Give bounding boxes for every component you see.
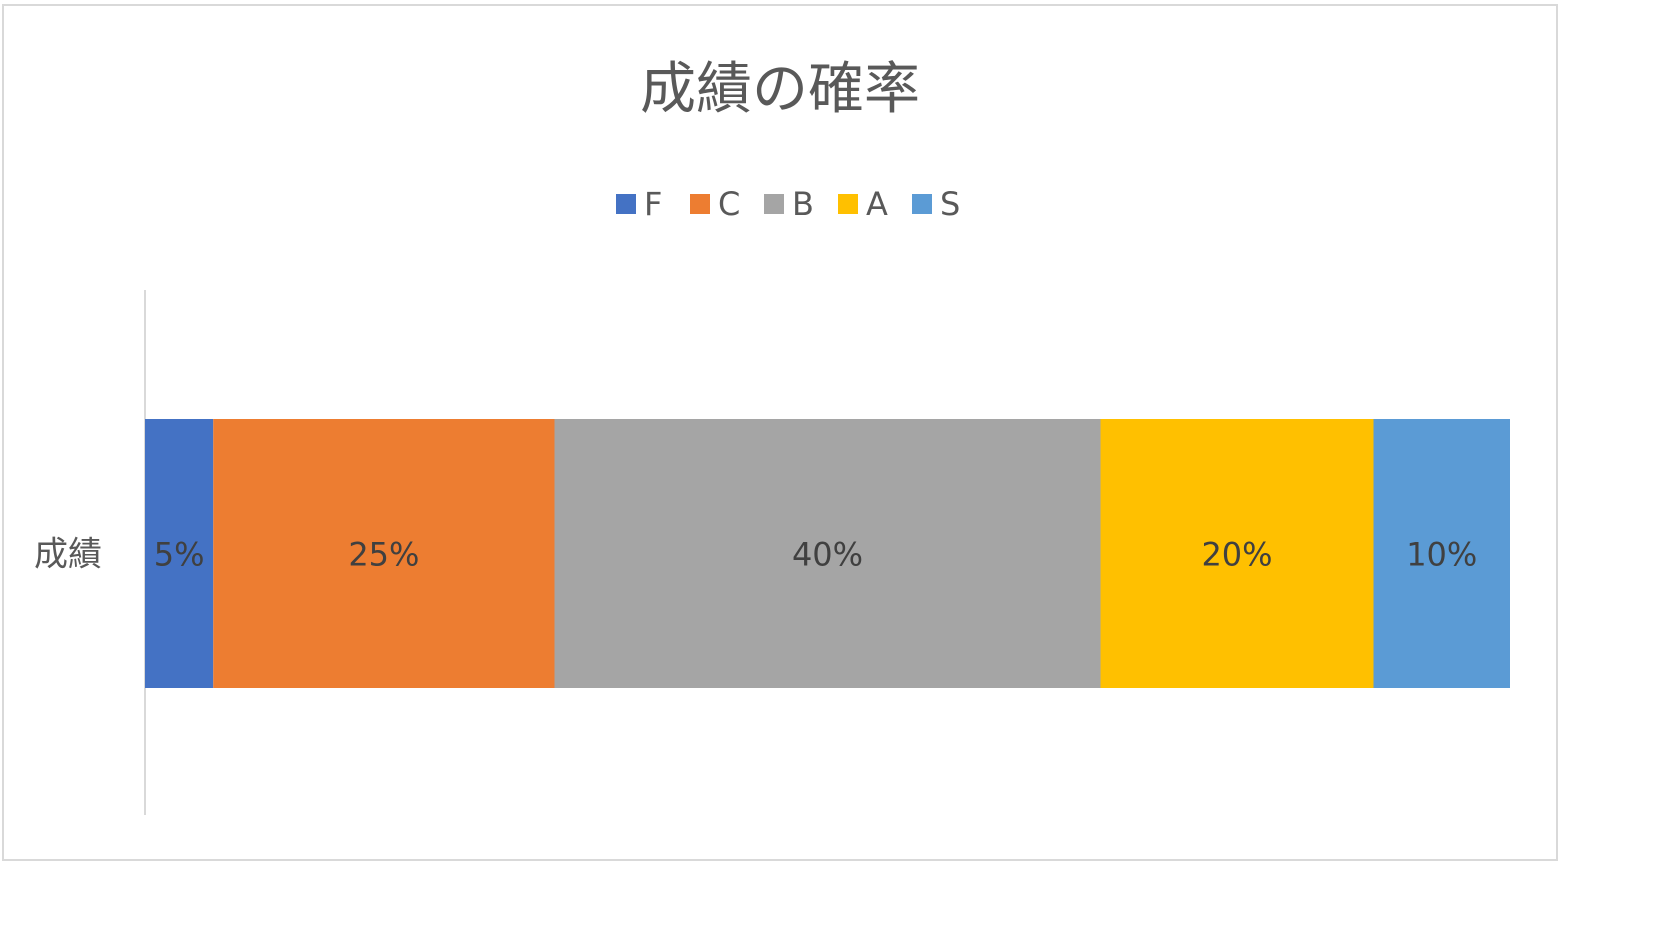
bar-segment-a [1100,419,1374,688]
category-label: 成績 [34,535,102,575]
legend-label-s: S [940,185,960,223]
category-labels: 成績 [34,535,102,575]
data-label-c: 25% [348,536,419,574]
legend-swatch-c [690,194,710,214]
bar-segment-s [1373,419,1510,688]
legend-swatch-b [764,194,784,214]
bar-segment-b [554,419,1101,688]
legend-label-f: F [644,185,662,223]
data-label-s: 10% [1406,536,1477,574]
data-label-f: 5% [154,536,205,574]
bar-segment-f [145,419,214,688]
data-label-a: 20% [1201,536,1272,574]
bar-segment-c [213,419,555,688]
chart-title: 成績の確率 [640,57,920,122]
bars: 5% 25% 40% 20% 10% [145,419,1510,688]
legend-label-a: A [866,185,888,223]
legend-swatch-s [912,194,932,214]
legend-label-b: B [792,185,814,223]
legend-swatch-f [616,194,636,214]
legend-label-c: C [718,185,740,223]
legend-swatch-a [838,194,858,214]
data-label-b: 40% [792,536,863,574]
